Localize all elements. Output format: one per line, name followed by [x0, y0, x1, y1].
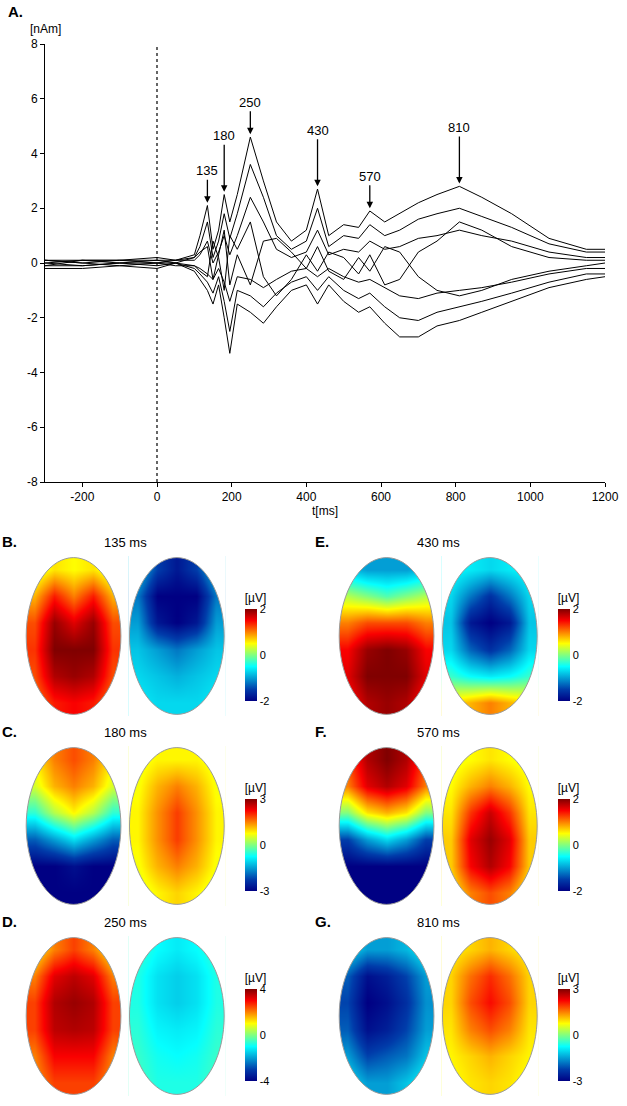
- svg-text:2: 2: [573, 793, 579, 805]
- svg-text:800: 800: [446, 490, 466, 504]
- svg-text:-8: -8: [27, 475, 38, 489]
- svg-text:1000: 1000: [517, 490, 544, 504]
- svg-text:-3: -3: [260, 885, 270, 897]
- svg-text:-2: -2: [573, 885, 583, 897]
- svg-text:1200: 1200: [592, 490, 619, 504]
- svg-text:4: 4: [260, 983, 266, 995]
- svg-text:570 ms: 570 ms: [417, 725, 460, 740]
- svg-text:200: 200: [222, 490, 242, 504]
- svg-text:430 ms: 430 ms: [417, 535, 460, 550]
- svg-text:[µV]: [µV]: [245, 781, 267, 795]
- svg-text:E.: E.: [315, 533, 329, 550]
- svg-text:0: 0: [573, 1029, 579, 1041]
- svg-text:-6: -6: [27, 420, 38, 434]
- svg-text:-200: -200: [70, 490, 94, 504]
- svg-text:C.: C.: [2, 723, 17, 740]
- svg-text:0: 0: [573, 839, 579, 851]
- svg-text:430: 430: [307, 123, 329, 138]
- svg-text:-4: -4: [260, 1075, 270, 1087]
- svg-text:0: 0: [260, 649, 266, 661]
- svg-text:0: 0: [260, 1029, 266, 1041]
- svg-text:-2: -2: [27, 311, 38, 325]
- svg-text:180 ms: 180 ms: [104, 725, 147, 740]
- svg-text:-2: -2: [260, 695, 270, 707]
- svg-text:[µV]: [µV]: [558, 781, 580, 795]
- svg-text:[µV]: [µV]: [245, 591, 267, 605]
- svg-text:600: 600: [371, 490, 391, 504]
- svg-text:[µV]: [µV]: [558, 591, 580, 605]
- svg-text:180: 180: [213, 128, 235, 143]
- svg-text:[nAm]: [nAm]: [30, 22, 61, 36]
- svg-text:0: 0: [154, 490, 161, 504]
- svg-text:2: 2: [573, 603, 579, 615]
- svg-text:2: 2: [260, 603, 266, 615]
- svg-text:810: 810: [448, 120, 470, 135]
- svg-text:t[ms]: t[ms]: [312, 504, 338, 518]
- svg-text:-4: -4: [27, 366, 38, 380]
- svg-text:[µV]: [µV]: [245, 971, 267, 985]
- svg-text:0: 0: [260, 839, 266, 851]
- svg-text:810 ms: 810 ms: [417, 915, 460, 930]
- svg-text:0: 0: [31, 256, 38, 270]
- svg-text:B.: B.: [2, 533, 17, 550]
- svg-text:2: 2: [31, 201, 38, 215]
- svg-text:4: 4: [31, 147, 38, 161]
- svg-text:135 ms: 135 ms: [104, 535, 147, 550]
- svg-text:3: 3: [260, 793, 266, 805]
- svg-text:6: 6: [31, 92, 38, 106]
- svg-text:400: 400: [296, 490, 316, 504]
- svg-text:A.: A.: [8, 3, 23, 20]
- svg-text:135: 135: [196, 163, 218, 178]
- svg-text:-3: -3: [573, 1075, 583, 1087]
- svg-text:250: 250: [239, 95, 261, 110]
- svg-text:250 ms: 250 ms: [104, 915, 147, 930]
- svg-text:8: 8: [31, 37, 38, 51]
- svg-text:0: 0: [573, 649, 579, 661]
- svg-text:3: 3: [573, 983, 579, 995]
- svg-text:F.: F.: [315, 723, 327, 740]
- svg-text:[µV]: [µV]: [558, 971, 580, 985]
- svg-text:570: 570: [359, 169, 381, 184]
- svg-text:D.: D.: [2, 913, 17, 930]
- svg-text:-2: -2: [573, 695, 583, 707]
- svg-text:G.: G.: [315, 913, 331, 930]
